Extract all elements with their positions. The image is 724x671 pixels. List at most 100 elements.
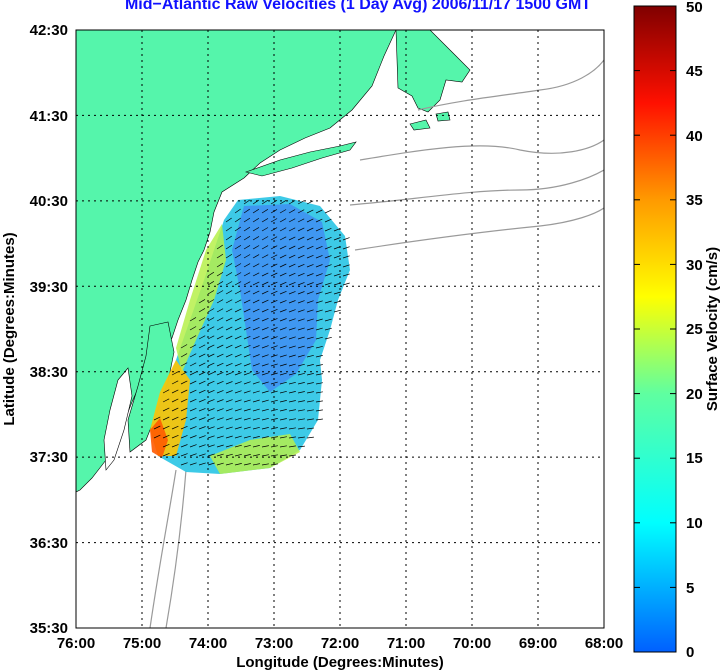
velocity-vector (243, 199, 250, 205)
velocity-vector (261, 254, 269, 259)
velocity-vector (279, 263, 287, 268)
velocity-vector (198, 453, 206, 457)
velocity-vector (243, 326, 251, 331)
velocity-vector (288, 309, 296, 313)
velocity-vector (225, 244, 233, 250)
velocity-vector (252, 408, 260, 412)
colorbar-tick-label: 10 (686, 515, 703, 532)
velocity-vector (225, 299, 233, 304)
velocity-vector (279, 445, 287, 448)
velocity-vector (234, 235, 242, 241)
velocity-vector (216, 262, 224, 268)
velocity-vector (261, 317, 269, 322)
velocity-vector (189, 398, 197, 403)
velocity-vector (162, 434, 170, 439)
velocity-vector (207, 435, 215, 439)
velocity-vector (216, 281, 224, 286)
velocity-vector (324, 282, 332, 286)
velocity-vector (243, 399, 251, 403)
velocity-vector (198, 462, 206, 466)
velocity-vector (180, 444, 188, 448)
velocity-vector (252, 345, 260, 349)
velocity-vector (234, 353, 242, 358)
velocity-vector (252, 272, 260, 277)
velocity-vector (207, 271, 215, 277)
velocity-vector (315, 400, 323, 403)
velocity-vector (306, 209, 314, 214)
velocity-vector (279, 290, 287, 295)
velocity-vector (279, 363, 287, 367)
velocity-vector (306, 309, 314, 313)
velocity-vector (189, 444, 197, 448)
velocity-vector (270, 399, 278, 403)
velocity-vector (225, 344, 233, 349)
colorbar-tick-label: 0 (686, 644, 694, 661)
velocity-vector (288, 427, 296, 430)
velocity-vector (243, 217, 251, 223)
velocity-vector (279, 236, 287, 241)
velocity-vector (270, 390, 278, 394)
velocity-vectors (153, 199, 350, 466)
velocity-vector (189, 353, 197, 358)
velocity-vector (279, 281, 287, 286)
velocity-vector (315, 309, 323, 313)
velocity-vector (324, 236, 332, 241)
velocity-vector (153, 416, 161, 421)
velocity-vector (234, 399, 242, 403)
velocity-vector (180, 362, 188, 367)
velocity-vector (252, 436, 260, 439)
velocity-vector (297, 391, 305, 394)
velocity-field-mid-zone (176, 224, 300, 474)
velocity-vector (234, 299, 242, 304)
velocity-vector (198, 308, 206, 313)
x-tick-label: 72:00 (321, 635, 359, 652)
velocity-vector (243, 354, 251, 358)
velocity-vector (225, 353, 233, 358)
velocity-vector (297, 354, 305, 358)
y-tick-label: 41:30 (30, 108, 68, 125)
velocity-vector (261, 427, 269, 430)
velocity-vector (261, 336, 269, 340)
velocity-vector (198, 389, 206, 394)
velocity-vector (297, 245, 305, 250)
velocity-vector (180, 435, 188, 439)
velocity-vector (297, 372, 305, 376)
velocity-vector (306, 245, 314, 250)
velocity-vector (279, 372, 287, 376)
x-tick-label: 68:00 (585, 635, 623, 652)
velocity-vector (198, 380, 206, 385)
velocity-vector (207, 335, 215, 340)
velocity-vector (279, 300, 287, 304)
velocity-vector (234, 281, 242, 286)
velocity-vector (261, 199, 269, 205)
velocity-vector (270, 454, 278, 457)
velocity-vector (180, 425, 188, 430)
velocity-vector (279, 381, 287, 385)
velocity-vector (297, 291, 305, 295)
velocity-vector (324, 327, 332, 331)
velocity-vector (189, 317, 197, 322)
velocity-vector (315, 318, 323, 322)
velocity-vector (306, 427, 314, 430)
velocity-vector (207, 453, 215, 457)
velocity-vector (288, 200, 296, 205)
velocity-vector (234, 254, 242, 259)
velocity-vector (306, 282, 314, 286)
long-island (244, 141, 357, 177)
velocity-vector (225, 226, 232, 232)
velocity-vector (216, 462, 224, 466)
cape-cod (395, 30, 471, 113)
velocity-vector (342, 273, 350, 277)
y-tick-label: 35:30 (30, 620, 68, 637)
velocity-vector (216, 362, 224, 367)
velocity-vector (342, 255, 350, 259)
velocity-vector (315, 273, 323, 277)
velocity-vector (234, 344, 242, 349)
velocity-vector (180, 407, 188, 412)
velocity-vector (279, 400, 287, 403)
velocity-vector (171, 407, 179, 412)
velocity-vector (288, 218, 296, 223)
y-ticks: 42:30 41:30 40:30 39:30 38:30 37:30 36:3… (30, 22, 68, 637)
velocity-vector (225, 435, 233, 439)
velocity-vector (234, 390, 242, 394)
